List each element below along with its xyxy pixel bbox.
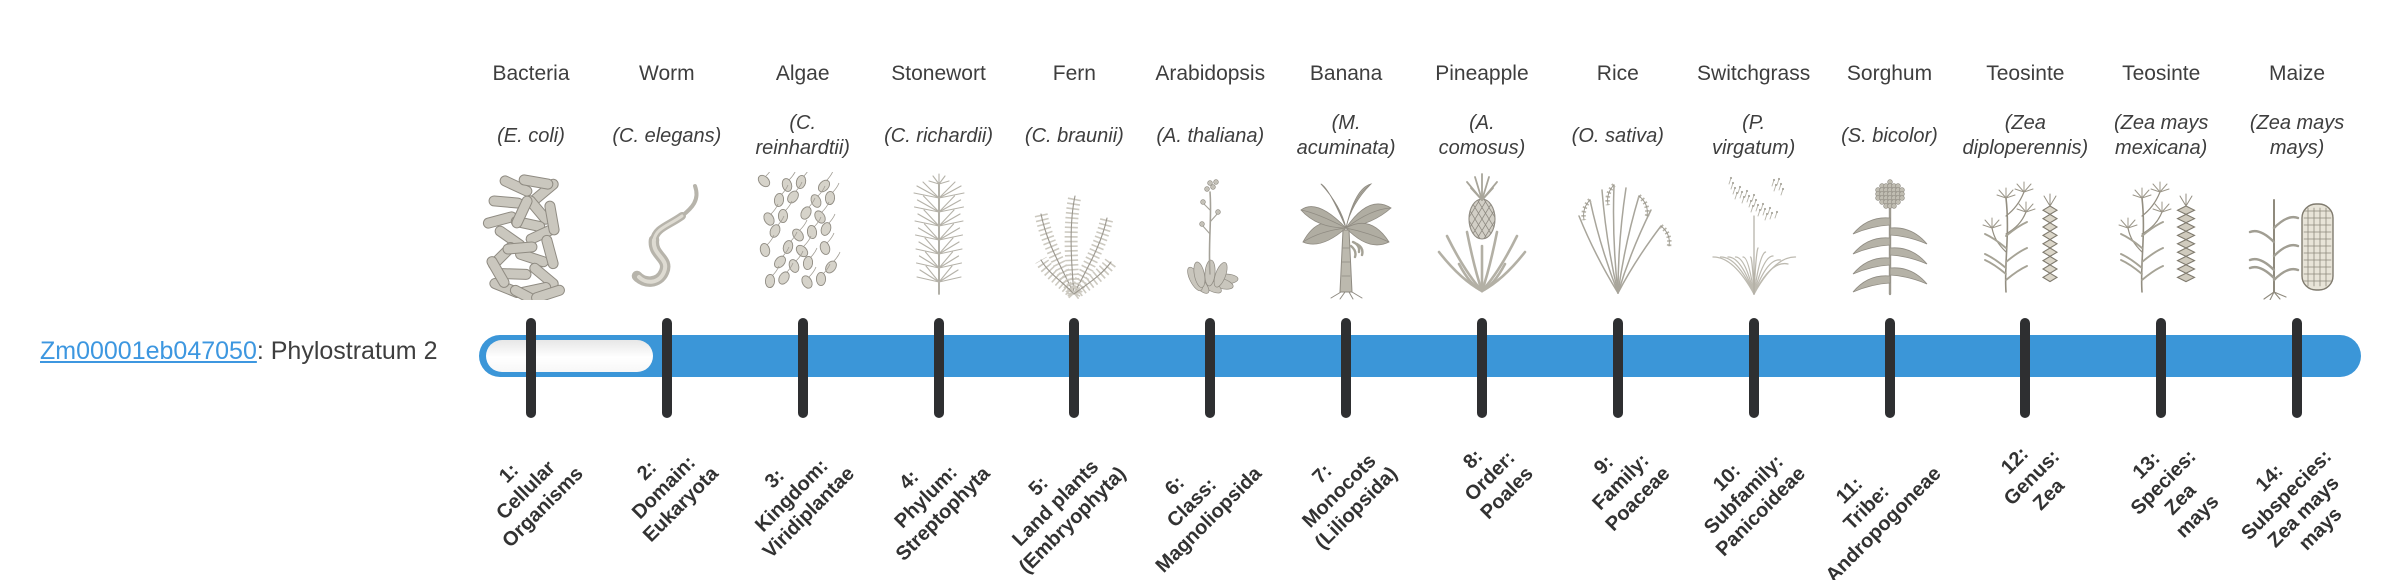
organism-common-name: Sorghum [1846, 62, 1933, 85]
gene-link[interactable]: Zm00001eb047050 [40, 337, 257, 365]
organism-common-name: Fern [1052, 62, 1096, 85]
organism-common-name: Arabidopsis [1155, 62, 1266, 85]
phylostratum-label: 9: Family: Poaceae [1588, 449, 1675, 536]
algae-icon [748, 172, 858, 300]
teosinte-mexicana-icon [2106, 172, 2216, 300]
gene-label: Zm00001eb047050: Phylostratum 2 [40, 337, 438, 366]
organism-common-name: Banana [1309, 62, 1383, 85]
timeline-tick [1069, 318, 1080, 418]
phylostratum-label: 12: Genus: Zea [1997, 442, 2070, 515]
phylostratum-label: 8: Order: Poales [1459, 445, 1539, 524]
organism-scientific-name: (E. coli) [497, 124, 565, 147]
timeline-tick [661, 318, 672, 418]
organism-common-name: Bacteria [492, 62, 570, 85]
organism-scientific-name: (M. acuminata) [1296, 112, 1396, 159]
organism-scientific-name: (C. richardii) [884, 124, 993, 147]
organism-scientific-name: (Zea mays mays) [2249, 112, 2345, 159]
arabidopsis-icon [1155, 172, 1265, 300]
organism-common-name: Teosinte [1986, 62, 2065, 85]
organism-common-name: Stonewort [891, 62, 986, 85]
organism-scientific-name: (Zea diploperennis) [1962, 112, 2089, 159]
phylostratum-label: 7: Monocots (Liliopsida) [1298, 450, 1403, 554]
banana-icon [1291, 172, 1401, 300]
teosinte-diploperennis-icon [1970, 172, 2080, 300]
organism-common-name: Pineapple [1435, 62, 1529, 85]
phylostratum-label: 6: Class: Magnoliopsida [1151, 462, 1267, 578]
organism-scientific-name: (S. bicolor) [1841, 124, 1938, 147]
timeline-tick [933, 318, 944, 418]
organism-scientific-name: (C. braunii) [1024, 124, 1124, 147]
timeline-tick [2156, 318, 2167, 418]
organism-scientific-name: (Zea mays mexicana) [2113, 112, 2209, 159]
phylostratum-label: 5: Land plants (Embryophyta) [1008, 455, 1131, 578]
timeline-tick [1884, 318, 1895, 418]
timeline-unfilled-segment [486, 340, 653, 372]
rice-icon [1563, 172, 1673, 300]
timeline-tick [1341, 318, 1352, 418]
phylostratum-label: 3: Kingdom: Viridiplantae [751, 455, 859, 563]
timeline-tick [2292, 318, 2303, 418]
phylostratum-label: 4: Phylum: Streptophyta [890, 461, 995, 566]
organism-common-name: Worm [639, 62, 695, 85]
maize-icon [2242, 172, 2352, 300]
timeline-bar [479, 335, 2361, 377]
stonewort-icon [884, 172, 994, 300]
worm-icon [612, 172, 722, 300]
bacteria-icon [476, 172, 586, 300]
organism-common-name: Algae [775, 62, 830, 85]
timeline-tick [797, 318, 808, 418]
organism-scientific-name: (O. sativa) [1571, 124, 1664, 147]
organism-scientific-name: (A. comosus) [1438, 112, 1526, 159]
phylostratum-label: 1: Cellular Organisms [491, 456, 588, 553]
phylostratum-label: 2: Domain: Eukaryota [628, 451, 724, 547]
phylostratum-label: 11: Tribe: Andropogoneae [1821, 462, 1946, 580]
organism-scientific-name: (A. thaliana) [1156, 124, 1265, 147]
timeline-tick [2020, 318, 2031, 418]
timeline-tick [1205, 318, 1216, 418]
timeline-tick [1748, 318, 1759, 418]
organism-common-name: Maize [2269, 62, 2326, 85]
fern-icon [1019, 172, 1129, 300]
timeline-tick [526, 318, 536, 418]
gene-phylostratum-text: : Phylostratum 2 [256, 337, 438, 365]
switchgrass-icon [1699, 172, 1809, 300]
organism-common-name: Rice [1596, 62, 1639, 85]
timeline-tick [1476, 318, 1487, 418]
sorghum-icon [1835, 172, 1945, 300]
organism-common-name: Switchgrass [1697, 62, 1811, 85]
phylostratum-label: 13: Species: Zea mays [2126, 445, 2224, 543]
organism-scientific-name: (P. virgatum) [1711, 112, 1796, 159]
organism-scientific-name: (C. elegans) [612, 124, 722, 147]
organism-common-name: Teosinte [2122, 62, 2201, 85]
pineapple-icon [1427, 172, 1537, 300]
phylostratum-label: 14: Subspecies: Zea mays mays [2237, 445, 2347, 555]
timeline-tick [1612, 318, 1623, 418]
organism-scientific-name: (C. reinhardtii) [755, 112, 850, 159]
phylostratum-label: 10: Subfamily: Panicoideae [1699, 450, 1810, 561]
